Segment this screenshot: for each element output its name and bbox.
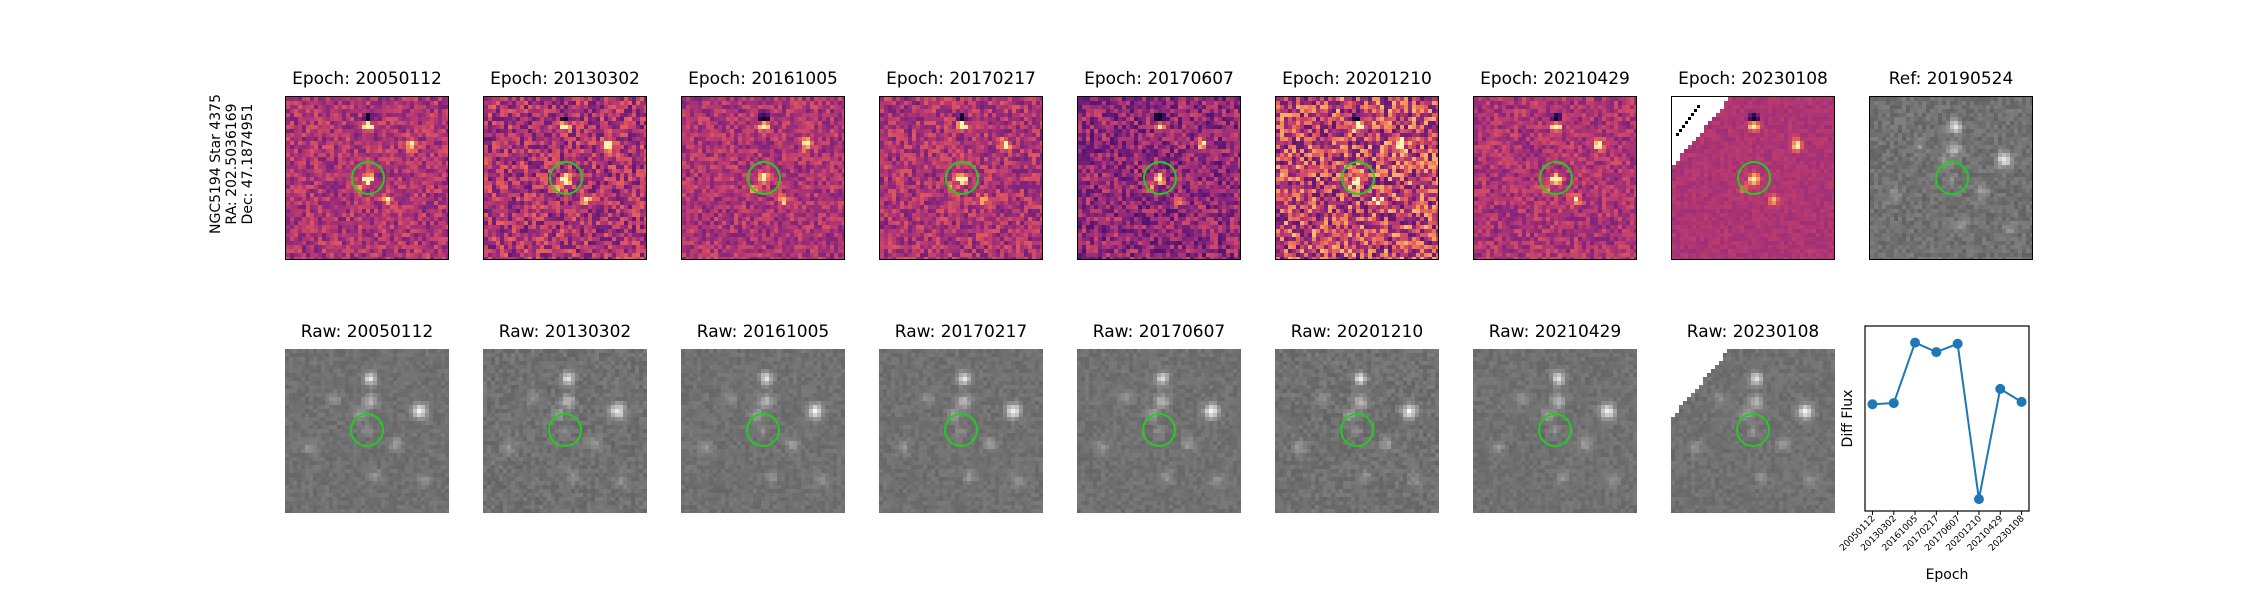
raw-title-4: Raw: 20170217 xyxy=(861,322,1061,342)
epoch-title-6: Epoch: 20201210 xyxy=(1257,69,1457,89)
epoch-title-3: Epoch: 20161005 xyxy=(663,69,863,89)
raw-title-6: Raw: 20201210 xyxy=(1257,322,1457,342)
epoch-title-8: Epoch: 20230108 xyxy=(1653,69,1853,89)
data-point-1 xyxy=(1867,399,1877,409)
diff-flux-line xyxy=(1873,343,2022,500)
diff-image-1 xyxy=(285,96,449,260)
diff-image-8 xyxy=(1671,96,1835,260)
diff-image-6 xyxy=(1275,96,1439,260)
diff-image-3 xyxy=(681,96,845,260)
raw-image-1 xyxy=(285,349,449,513)
data-point-4 xyxy=(1931,347,1941,357)
x-axis-label: Epoch xyxy=(1926,567,1969,583)
star-name: NGC5194 Star 4375 xyxy=(208,94,224,234)
star-ra: RA: 202.5036169 xyxy=(224,103,240,224)
raw-image-3 xyxy=(681,349,845,513)
data-point-5 xyxy=(1953,339,1963,349)
plot-frame xyxy=(1865,326,2029,511)
raw-title-8: Raw: 20230108 xyxy=(1653,322,1853,342)
diff-image-4 xyxy=(879,96,1043,260)
raw-title-3: Raw: 20161005 xyxy=(663,322,863,342)
diff-image-5 xyxy=(1077,96,1241,260)
data-point-8 xyxy=(2017,397,2027,407)
diff-image-7 xyxy=(1473,96,1637,260)
diff-image-2 xyxy=(483,96,647,260)
data-point-6 xyxy=(1974,494,1984,504)
raw-title-7: Raw: 20210429 xyxy=(1455,322,1655,342)
light-curve-svg: 2005011220130302201610052017021720170607… xyxy=(1830,318,2055,600)
epoch-title-7: Epoch: 20210429 xyxy=(1455,69,1655,89)
epoch-title-2: Epoch: 20130302 xyxy=(465,69,665,89)
raw-image-6 xyxy=(1275,349,1439,513)
raw-image-5 xyxy=(1077,349,1241,513)
raw-title-2: Raw: 20130302 xyxy=(465,322,665,342)
star-dec: Dec: 47.1874951 xyxy=(240,104,256,225)
epoch-title-1: Epoch: 20050112 xyxy=(267,69,467,89)
data-point-3 xyxy=(1910,338,1920,348)
y-axis-label: Diff Flux xyxy=(1840,390,1856,448)
epoch-title-5: Epoch: 20170607 xyxy=(1059,69,1259,89)
ref-title: Ref: 20190524 xyxy=(1851,69,2051,89)
raw-image-2 xyxy=(483,349,647,513)
data-point-7 xyxy=(1995,384,2005,394)
raw-title-5: Raw: 20170607 xyxy=(1059,322,1259,342)
raw-image-8 xyxy=(1671,349,1835,513)
raw-title-1: Raw: 20050112 xyxy=(267,322,467,342)
raw-image-4 xyxy=(879,349,1043,513)
ref-image xyxy=(1869,96,2033,260)
raw-image-7 xyxy=(1473,349,1637,513)
data-point-2 xyxy=(1889,398,1899,408)
star-info-label: NGC5194 Star 4375 RA: 202.5036169 Dec: 4… xyxy=(218,64,248,264)
epoch-title-4: Epoch: 20170217 xyxy=(861,69,1061,89)
